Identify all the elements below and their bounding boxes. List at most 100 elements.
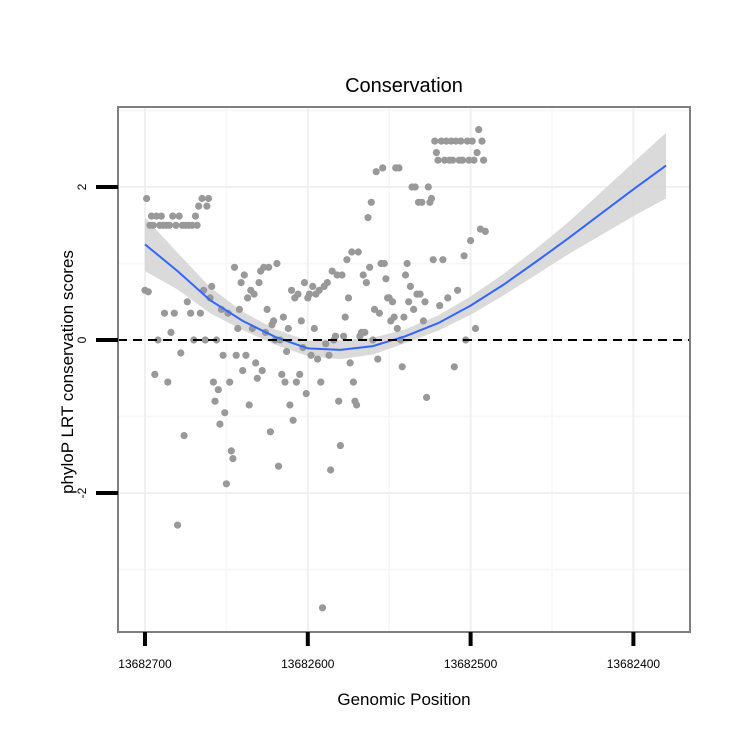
chart-title: Conservation (345, 75, 463, 97)
data-point (227, 447, 235, 455)
data-point (400, 313, 408, 321)
data-point (230, 263, 239, 271)
data-point (403, 259, 411, 268)
data-point (359, 271, 367, 279)
data-point (270, 317, 278, 325)
data-point (143, 194, 151, 203)
data-point (170, 309, 178, 317)
data-point (266, 428, 274, 436)
data-point (201, 336, 209, 344)
data-point (289, 416, 297, 424)
data-point (432, 149, 440, 157)
data-point (382, 275, 390, 283)
data-point (296, 370, 304, 378)
data-point (175, 212, 183, 220)
x-tick-label: 13682400 (607, 657, 661, 671)
panel-border (117, 106, 691, 633)
data-point (208, 282, 216, 290)
data-point (193, 221, 201, 229)
data-point (297, 317, 305, 325)
data-point (367, 198, 375, 206)
data-point (424, 183, 432, 191)
data-point (370, 305, 379, 313)
data-point (265, 263, 273, 271)
data-point (209, 378, 217, 386)
data-point (439, 256, 447, 264)
data-point (338, 271, 346, 279)
data-point (187, 309, 195, 317)
data-point (361, 328, 369, 336)
data-point (346, 359, 354, 367)
data-point (353, 401, 361, 409)
data-point (211, 397, 219, 405)
data-point (449, 156, 457, 164)
data-point (349, 378, 357, 386)
data-point (237, 279, 245, 287)
data-point (281, 378, 289, 386)
data-point (427, 194, 436, 203)
data-point (478, 137, 486, 145)
data-point (279, 313, 287, 321)
data-point (395, 164, 403, 172)
data-point (165, 221, 173, 229)
y-axis-label: phyloP LRT conservation scores (58, 250, 77, 494)
data-point (255, 279, 263, 287)
data-point (473, 149, 481, 157)
data-point (222, 480, 230, 488)
data-point (305, 290, 313, 298)
data-point (434, 156, 442, 164)
y-tick-label: 0 (75, 336, 89, 343)
data-point (374, 355, 382, 363)
data-point (458, 156, 467, 164)
data-point (421, 298, 429, 306)
x-tick-label: 13682700 (118, 657, 172, 671)
data-point (481, 227, 489, 235)
data-point (315, 286, 323, 294)
data-point (307, 351, 315, 359)
data-point (242, 351, 250, 359)
data-point (418, 198, 426, 206)
data-point (204, 194, 213, 203)
data-point (457, 137, 465, 145)
data-point (252, 359, 260, 367)
data-point (169, 212, 177, 220)
data-point (149, 221, 157, 229)
y-tick-label: 2 (75, 183, 89, 190)
data-point (180, 432, 188, 440)
y-axis: 2 0 -2 (75, 183, 118, 498)
data-point (151, 370, 159, 378)
ribbon-area (145, 132, 666, 360)
data-point (310, 324, 318, 333)
data-point (379, 164, 387, 172)
data-point (322, 340, 330, 348)
data-point (284, 324, 292, 333)
x-tick-label: 13682600 (281, 657, 335, 671)
data-point (203, 202, 211, 210)
data-point (470, 156, 478, 164)
data-point (245, 401, 253, 409)
data-point (172, 221, 180, 229)
data-point (436, 302, 444, 310)
data-point (375, 309, 383, 317)
data-point (196, 309, 204, 317)
data-point (287, 286, 296, 294)
data-point (235, 305, 243, 313)
data-point (183, 298, 191, 306)
data-point (226, 378, 234, 386)
data-point (460, 252, 468, 260)
data-point (325, 351, 333, 359)
data-point (454, 286, 462, 294)
data-point (398, 363, 406, 371)
data-point (164, 378, 172, 386)
data-point (314, 355, 322, 363)
data-point (444, 294, 452, 302)
data-point (341, 313, 349, 321)
data-point (405, 298, 413, 306)
data-point (328, 267, 336, 275)
data-point (273, 259, 281, 268)
data-point (366, 263, 374, 271)
data-point (221, 409, 229, 417)
data-point (340, 332, 348, 340)
data-point (300, 279, 309, 287)
